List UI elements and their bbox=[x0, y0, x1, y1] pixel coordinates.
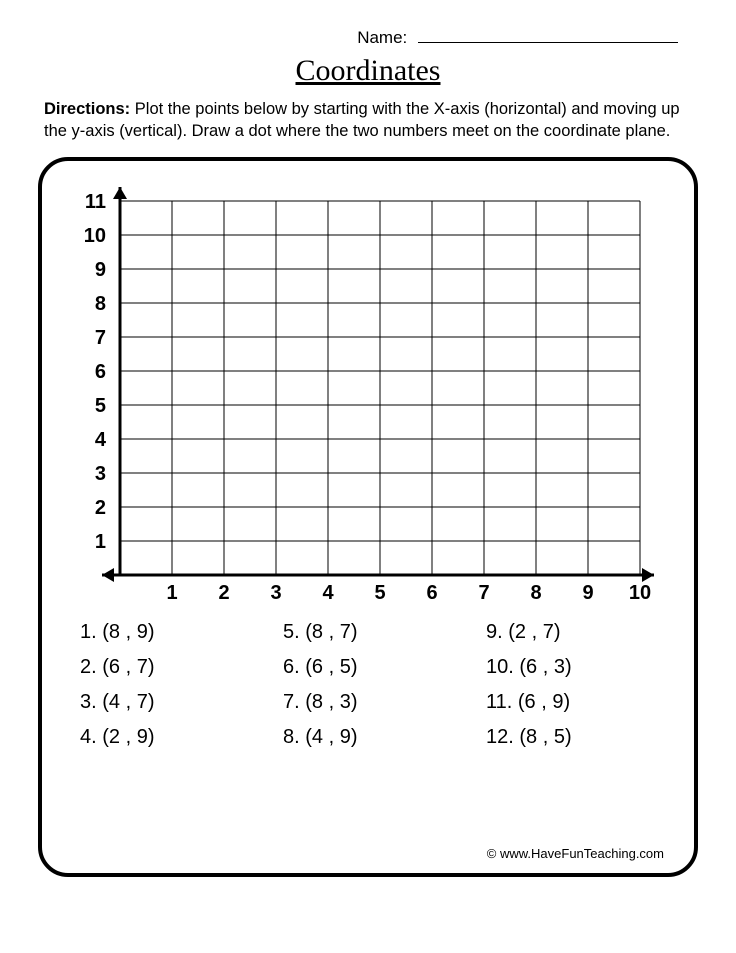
svg-text:4: 4 bbox=[322, 582, 334, 604]
svg-text:6: 6 bbox=[426, 582, 437, 604]
problem-row: 5. (8 , 7) bbox=[283, 621, 457, 644]
problem-row: 8. (4 , 9) bbox=[283, 726, 457, 749]
problem-col-2: 5. (8 , 7) 6. (6 , 5) 7. (8 , 3) 8. (4 ,… bbox=[283, 609, 457, 761]
svg-text:8: 8 bbox=[95, 293, 106, 315]
svg-text:10: 10 bbox=[84, 225, 106, 247]
content-panel: 1 2 3 4 5 6 7 8 9 10 1 2 3 4 5 6 7 8 9 10 11 1. (8 , 9) 2. (… bbox=[38, 157, 698, 877]
svg-text:8: 8 bbox=[530, 582, 541, 604]
svg-text:6: 6 bbox=[95, 361, 106, 383]
problem-row: 10. (6 , 3) bbox=[486, 656, 660, 679]
svg-text:5: 5 bbox=[95, 395, 106, 417]
svg-text:5: 5 bbox=[374, 582, 385, 604]
problem-row: 6. (6 , 5) bbox=[283, 656, 457, 679]
problem-row: 2. (6 , 7) bbox=[80, 656, 254, 679]
grid-svg: 1 2 3 4 5 6 7 8 9 10 1 2 3 4 5 6 7 8 9 10 11 bbox=[68, 179, 668, 609]
coordinate-grid: 123456789101234567891011 bbox=[68, 179, 668, 599]
svg-text:3: 3 bbox=[95, 463, 106, 485]
problem-col-1: 1. (8 , 9) 2. (6 , 7) 3. (4 , 7) 4. (2 ,… bbox=[80, 609, 254, 761]
page-title: Coordinates bbox=[38, 54, 698, 88]
svg-text:7: 7 bbox=[478, 582, 489, 604]
problem-row: 7. (8 , 3) bbox=[283, 691, 457, 714]
name-row: Name: bbox=[38, 28, 698, 48]
directions-text: Plot the points below by starting with t… bbox=[44, 100, 680, 140]
svg-text:1: 1 bbox=[166, 582, 177, 604]
svg-text:11: 11 bbox=[85, 191, 106, 213]
svg-text:2: 2 bbox=[218, 582, 229, 604]
svg-text:4: 4 bbox=[95, 429, 107, 451]
problem-row: 12. (8 , 5) bbox=[486, 726, 660, 749]
svg-text:2: 2 bbox=[95, 497, 106, 519]
directions-label: Directions: bbox=[44, 100, 130, 118]
svg-text:9: 9 bbox=[582, 582, 593, 604]
directions: Directions: Plot the points below by sta… bbox=[44, 98, 692, 143]
problem-row: 4. (2 , 9) bbox=[80, 726, 254, 749]
svg-text:9: 9 bbox=[95, 259, 106, 281]
problem-row: 1. (8 , 9) bbox=[80, 621, 254, 644]
problem-list: 1. (8 , 9) 2. (6 , 7) 3. (4 , 7) 4. (2 ,… bbox=[62, 609, 674, 761]
svg-text:10: 10 bbox=[629, 582, 651, 604]
worksheet-page: Name: Coordinates Directions: Plot the p… bbox=[0, 0, 736, 953]
problem-row: 3. (4 , 7) bbox=[80, 691, 254, 714]
problem-col-3: 9. (2 , 7) 10. (6 , 3) 11. (6 , 9) 12. (… bbox=[486, 609, 660, 761]
problem-row: 11. (6 , 9) bbox=[486, 691, 660, 714]
svg-text:1: 1 bbox=[95, 531, 106, 553]
footer-credit: © www.HaveFunTeaching.com bbox=[487, 846, 664, 861]
svg-text:3: 3 bbox=[270, 582, 281, 604]
svg-text:7: 7 bbox=[95, 327, 106, 349]
problem-row: 9. (2 , 7) bbox=[486, 621, 660, 644]
name-blank-line[interactable] bbox=[418, 42, 678, 43]
name-label: Name: bbox=[357, 28, 407, 48]
